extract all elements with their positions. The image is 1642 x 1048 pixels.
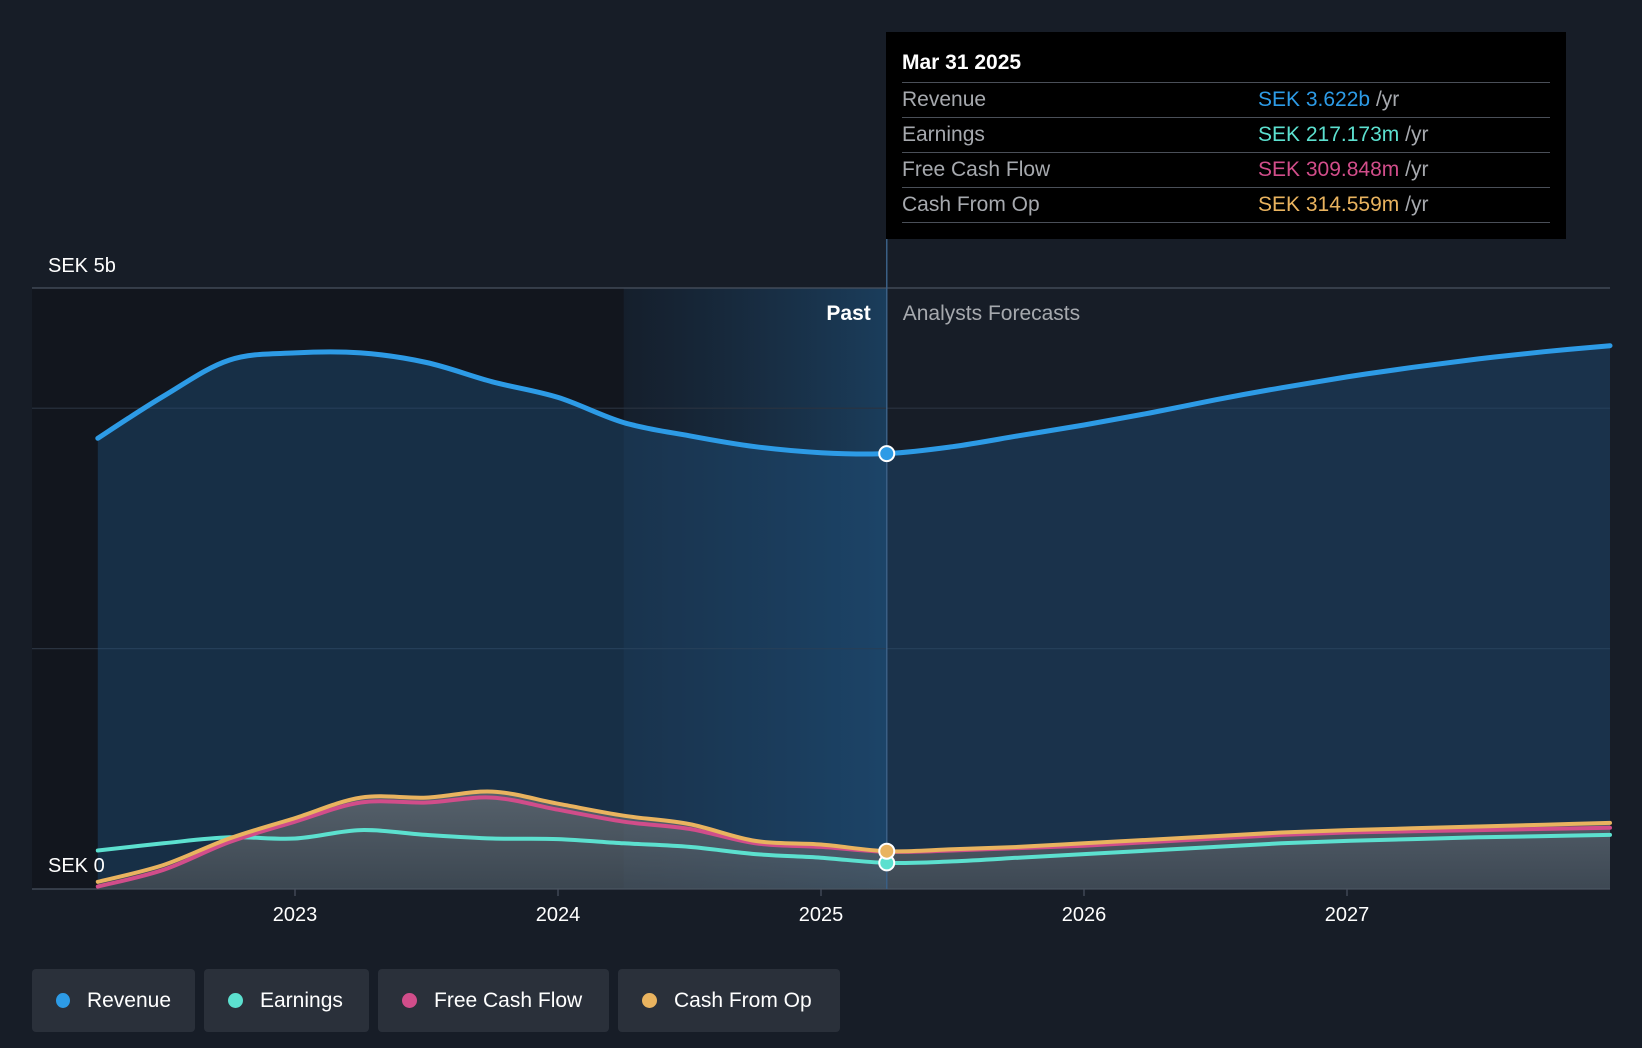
- legend-label: Free Cash Flow: [434, 988, 583, 1012]
- tooltip-number: SEK 314.559m: [1258, 193, 1400, 216]
- tooltip-unit: /yr: [1405, 123, 1429, 146]
- tooltip-row-cash-from-op: Cash From Op SEK 314.559m /yr: [902, 188, 1550, 223]
- legend-item-cash-from-op[interactable]: Cash From Op: [618, 969, 840, 1032]
- marker-cash-from-op: [878, 842, 896, 860]
- tooltip-unit: /yr: [1375, 88, 1400, 111]
- tooltip-value: SEK 3.622b /yr: [1258, 83, 1399, 117]
- legend-item-earnings[interactable]: Earnings: [204, 969, 369, 1032]
- x-tick-label: 2027: [1325, 904, 1370, 926]
- series-line-cash-from-op: [95, 789, 1612, 884]
- x-tick-label: 2025: [799, 904, 844, 926]
- tooltip-value: SEK 309.848m /yr: [1258, 153, 1428, 187]
- past-shaded-region: [623, 288, 887, 889]
- lower-series-area: [97, 791, 1610, 889]
- tooltip-label: Cash From Op: [902, 193, 1040, 216]
- tooltip-label: Revenue: [902, 88, 987, 111]
- revenue-dot-icon: [56, 993, 70, 1008]
- forecast-label: Analysts Forecasts: [903, 302, 1080, 325]
- series-line-revenue: [95, 343, 1613, 457]
- legend-label: Revenue: [86, 988, 171, 1012]
- tooltip-value: SEK 314.559m /yr: [1258, 188, 1428, 222]
- tooltip-number: SEK 217.173m: [1258, 123, 1400, 146]
- tooltip-value: SEK 217.173m /yr: [1258, 118, 1428, 152]
- x-tick-label: 2026: [1062, 904, 1107, 926]
- tooltip-label: Earnings: [902, 123, 985, 146]
- tooltip-number: SEK 309.848m: [1258, 158, 1400, 181]
- tooltip-row-earnings: Earnings SEK 217.173m /yr: [902, 118, 1550, 153]
- legend-item-free-cash-flow[interactable]: Free Cash Flow: [378, 969, 609, 1032]
- past-label: Past: [826, 302, 870, 325]
- y-axis-bottom-label: SEK 0: [48, 855, 105, 877]
- tooltip: Mar 31 2025 Revenue SEK 3.622b /yr Earni…: [886, 32, 1566, 239]
- legend: Revenue Earnings Free Cash Flow Cash Fro…: [32, 969, 840, 1032]
- tooltip-date: Mar 31 2025: [902, 46, 1550, 83]
- legend-label: Earnings: [260, 988, 343, 1012]
- x-tick-label: 2024: [536, 904, 581, 926]
- earnings-dot-icon: [228, 993, 243, 1008]
- marker-revenue: [878, 445, 896, 463]
- cash-from-op-dot-icon: [642, 993, 657, 1008]
- free-cash-flow-dot-icon: [402, 993, 417, 1008]
- tooltip-unit: /yr: [1405, 193, 1429, 216]
- tooltip-row-revenue: Revenue SEK 3.622b /yr: [902, 83, 1550, 118]
- tooltip-label: Free Cash Flow: [902, 158, 1051, 181]
- tooltip-unit: /yr: [1405, 158, 1429, 181]
- series-line-earnings: [95, 828, 1612, 866]
- legend-label: Cash From Op: [674, 988, 812, 1012]
- tooltip-row-free-cash-flow: Free Cash Flow SEK 309.848m /yr: [902, 153, 1550, 188]
- revenue-area: [97, 345, 1610, 889]
- x-tick-label: 2023: [273, 904, 318, 926]
- legend-item-revenue[interactable]: Revenue: [32, 969, 195, 1032]
- tooltip-number: SEK 3.622b: [1258, 88, 1371, 111]
- y-axis-top-label: SEK 5b: [48, 255, 116, 277]
